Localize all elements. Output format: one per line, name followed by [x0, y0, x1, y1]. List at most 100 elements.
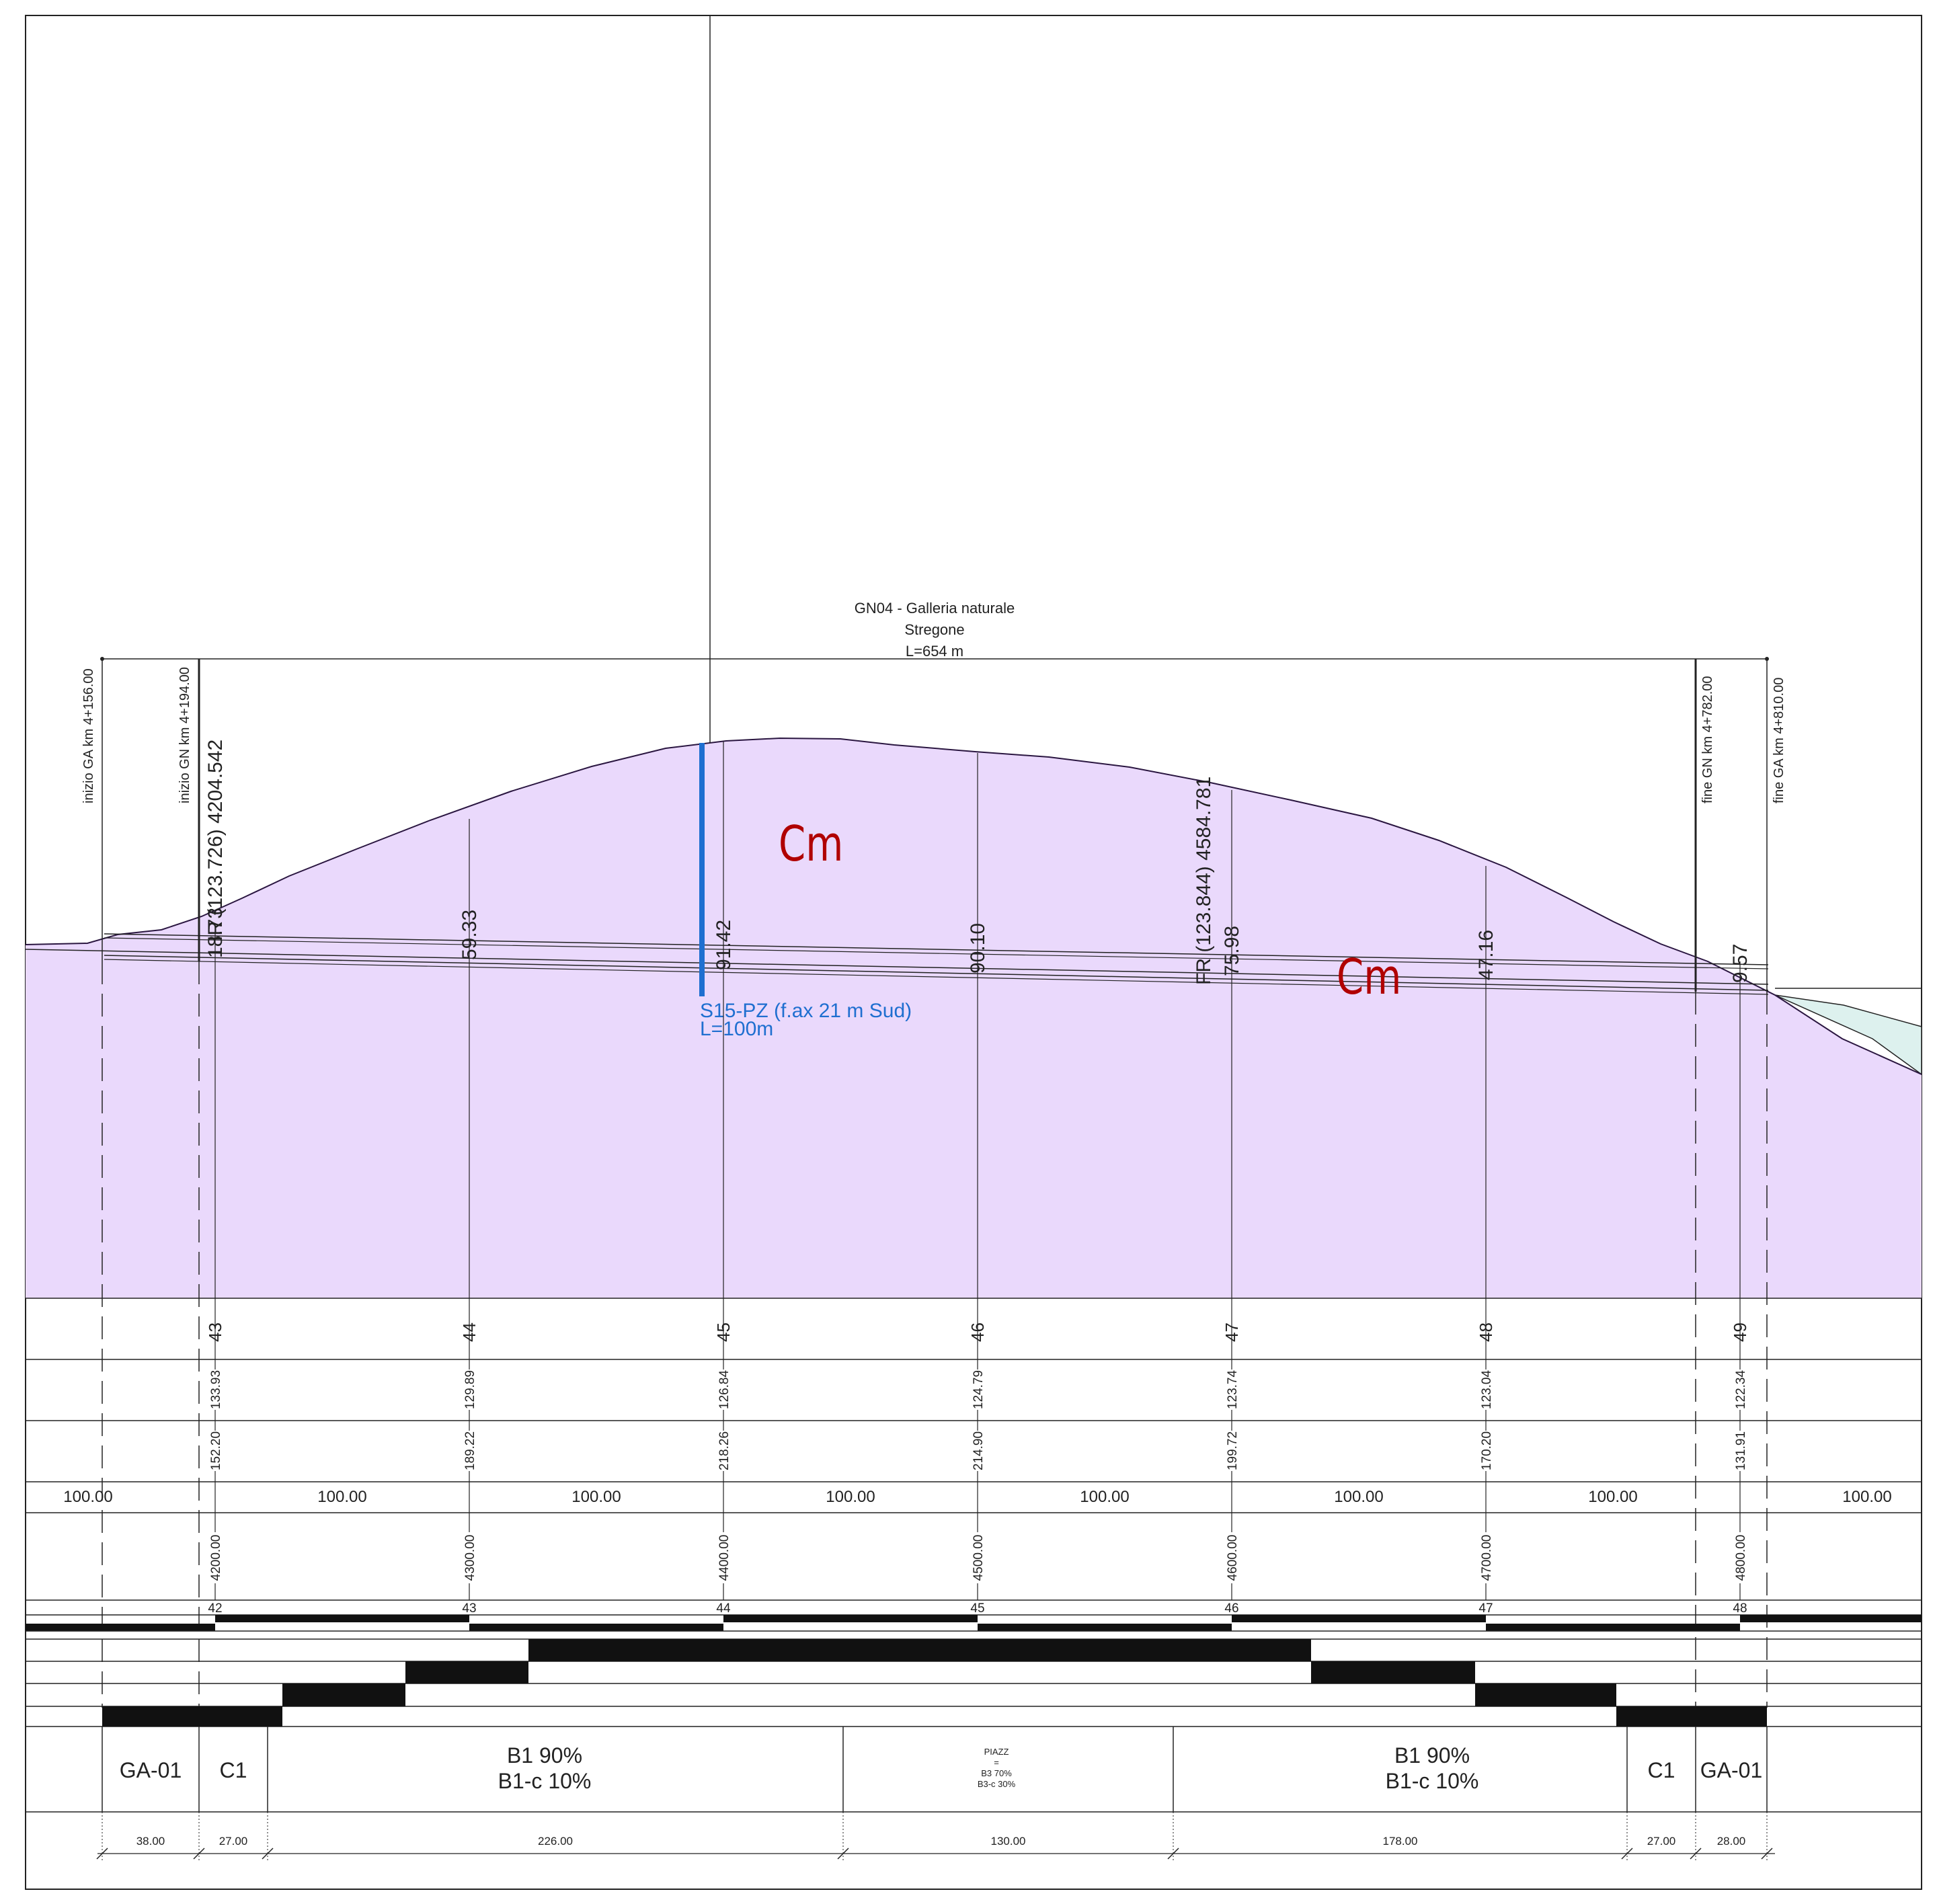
borehole-label: S15-PZ (f.ax 21 m Sud): [700, 1000, 912, 1022]
partial-distance: 100.00: [1588, 1488, 1637, 1506]
partial-distance: 100.00: [826, 1488, 875, 1506]
alluvium-wedge: [1774, 994, 1922, 1076]
ground-elevation: 131.91: [1734, 1431, 1748, 1470]
ground-profile-line: [25, 737, 1922, 1075]
ground-elevation: 218.26: [717, 1431, 732, 1470]
progressive-distance: 4200.00: [209, 1535, 223, 1581]
label-mask: [710, 1370, 737, 1410]
label-start-ga: inizio GA km 4+156.00: [81, 668, 96, 803]
section-b1-end-line2: B1-c 10%: [1386, 1769, 1479, 1793]
section-length: 38.00: [136, 1835, 165, 1848]
station-number: 48: [1476, 1322, 1496, 1342]
progressive-distance: 4500.00: [972, 1535, 986, 1581]
hectometer-number: 45: [970, 1601, 984, 1616]
hectometer-number: 47: [1478, 1601, 1493, 1616]
ground-elevation: 189.22: [463, 1431, 477, 1470]
project-elevation: 122.34: [1734, 1370, 1748, 1410]
label-mask: [1727, 1370, 1753, 1410]
section-ga01-end: GA-01: [1700, 1758, 1762, 1782]
label-mask: [964, 1370, 991, 1410]
partial-distance: 100.00: [63, 1488, 112, 1506]
project-elevation-band: 133.93 129.89 126.84 124.79 123.74 123.04 122.…: [202, 1370, 1753, 1410]
geology-unit-upper: Cm: [779, 816, 843, 873]
section-length: 226.00: [538, 1835, 573, 1848]
section-b1-start-line2: B1-c 10%: [498, 1769, 592, 1793]
progressive-distance: 4400.00: [717, 1535, 732, 1581]
label-mask: [1727, 1431, 1753, 1471]
cover-value: 47.16: [1475, 930, 1497, 980]
cover-value: 75.98: [1221, 926, 1243, 976]
station-number: 47: [1222, 1322, 1242, 1342]
tunnel-name: GN04 - Galleria naturale: [855, 600, 1015, 617]
label-mask: [964, 1431, 991, 1471]
label-mask: [1218, 1532, 1245, 1583]
hectometer-number: 42: [208, 1601, 222, 1616]
project-elevation: 129.89: [463, 1370, 477, 1409]
section-piazz-line2: =: [994, 1757, 999, 1768]
label-mask: [1472, 1431, 1499, 1471]
tunnel-invert-line-2: [104, 959, 1769, 995]
partial-distance: 100.00: [571, 1488, 621, 1506]
label-mask: [202, 1370, 229, 1410]
section-divider-lines: [102, 1727, 1768, 1812]
tunnel-length: L=654 m: [906, 643, 963, 660]
section-ga01-start: GA-01: [120, 1758, 182, 1782]
hectometer-number: 43: [462, 1601, 476, 1616]
ground-elevation: 199.72: [1226, 1431, 1240, 1470]
hectometer-number: 44: [716, 1601, 731, 1616]
marker-fr: FR (123.844) 4584.781: [1193, 777, 1215, 985]
label-end-gn: fine GN km 4+782.00: [1700, 676, 1715, 803]
project-elevation: 133.93: [209, 1370, 223, 1409]
hectometer-band: 42 43 44 45 46 47 48: [208, 1601, 1747, 1616]
progressive-distance: 4300.00: [463, 1535, 477, 1581]
partial-distance: 100.00: [1334, 1488, 1383, 1506]
ground-elevation: 170.20: [1480, 1431, 1494, 1470]
tunnel-crown-line-2: [104, 937, 1769, 969]
section-length: 178.00: [1383, 1835, 1418, 1848]
label-mask: [710, 1532, 737, 1583]
partial-distances-band: 100.00 100.00 100.00 100.00 100.00 100.00 100.…: [63, 1488, 1891, 1506]
progressive-distance: 4600.00: [1226, 1535, 1240, 1581]
hectometer-number: 46: [1224, 1601, 1238, 1616]
label-mask: [1727, 1532, 1753, 1583]
hectometer-number: 48: [1733, 1601, 1747, 1616]
ground-elevation: 152.20: [209, 1431, 223, 1470]
project-elevation: 126.84: [717, 1370, 732, 1410]
label-mask: [1472, 1532, 1499, 1583]
label-mask: [710, 1431, 737, 1471]
dimension-ticks: [96, 1812, 1773, 1861]
station-numbers-band: 43 44 45 46 47 48 49: [205, 1322, 1750, 1342]
tunnel-invert-line: [104, 955, 1769, 991]
label-mask: [456, 1431, 483, 1471]
label-mask: [202, 1532, 229, 1583]
section-c1-end: C1: [1648, 1758, 1675, 1782]
cover-value: 18.73: [204, 908, 227, 958]
section-length: 27.00: [1647, 1835, 1676, 1848]
section-length: 28.00: [1717, 1835, 1746, 1848]
station-number: 43: [205, 1322, 225, 1342]
section-piazz-line4: B3-c 30%: [978, 1779, 1016, 1789]
station-number: 46: [967, 1322, 988, 1342]
label-mask: [1472, 1370, 1499, 1410]
label-mask: [202, 1431, 229, 1471]
section-b1-end-line1: B1 90%: [1394, 1743, 1470, 1768]
partial-distance: 100.00: [317, 1488, 366, 1506]
label-mask: [1218, 1431, 1245, 1471]
ground-elevation-band: 152.20 189.22 218.26 214.90 199.72 170.20 131.…: [202, 1431, 1753, 1471]
section-length-labels: 38.00 27.00 226.00 130.00 178.00 27.00 28.00: [136, 1835, 1746, 1848]
cover-value: 90.10: [967, 923, 989, 974]
station-number: 49: [1730, 1322, 1750, 1342]
tunnel-axis-line: [25, 949, 1769, 985]
tunnel-crown-line: [104, 933, 1769, 965]
geology-unit-lower: Cm: [1337, 949, 1401, 1006]
cover-value: 91.42: [713, 920, 735, 970]
label-end-ga: fine GA km 4+810.00: [1772, 678, 1786, 803]
section-length: 27.00: [219, 1835, 248, 1848]
project-elevation: 124.79: [972, 1370, 986, 1409]
partial-distance: 100.00: [1080, 1488, 1129, 1506]
excavation-level-bars: [102, 1639, 1767, 1727]
cover-value: 9.57: [1729, 944, 1751, 983]
label-mask: [1218, 1370, 1245, 1410]
label-mask: [964, 1532, 991, 1583]
cover-value: 59.33: [459, 910, 481, 960]
